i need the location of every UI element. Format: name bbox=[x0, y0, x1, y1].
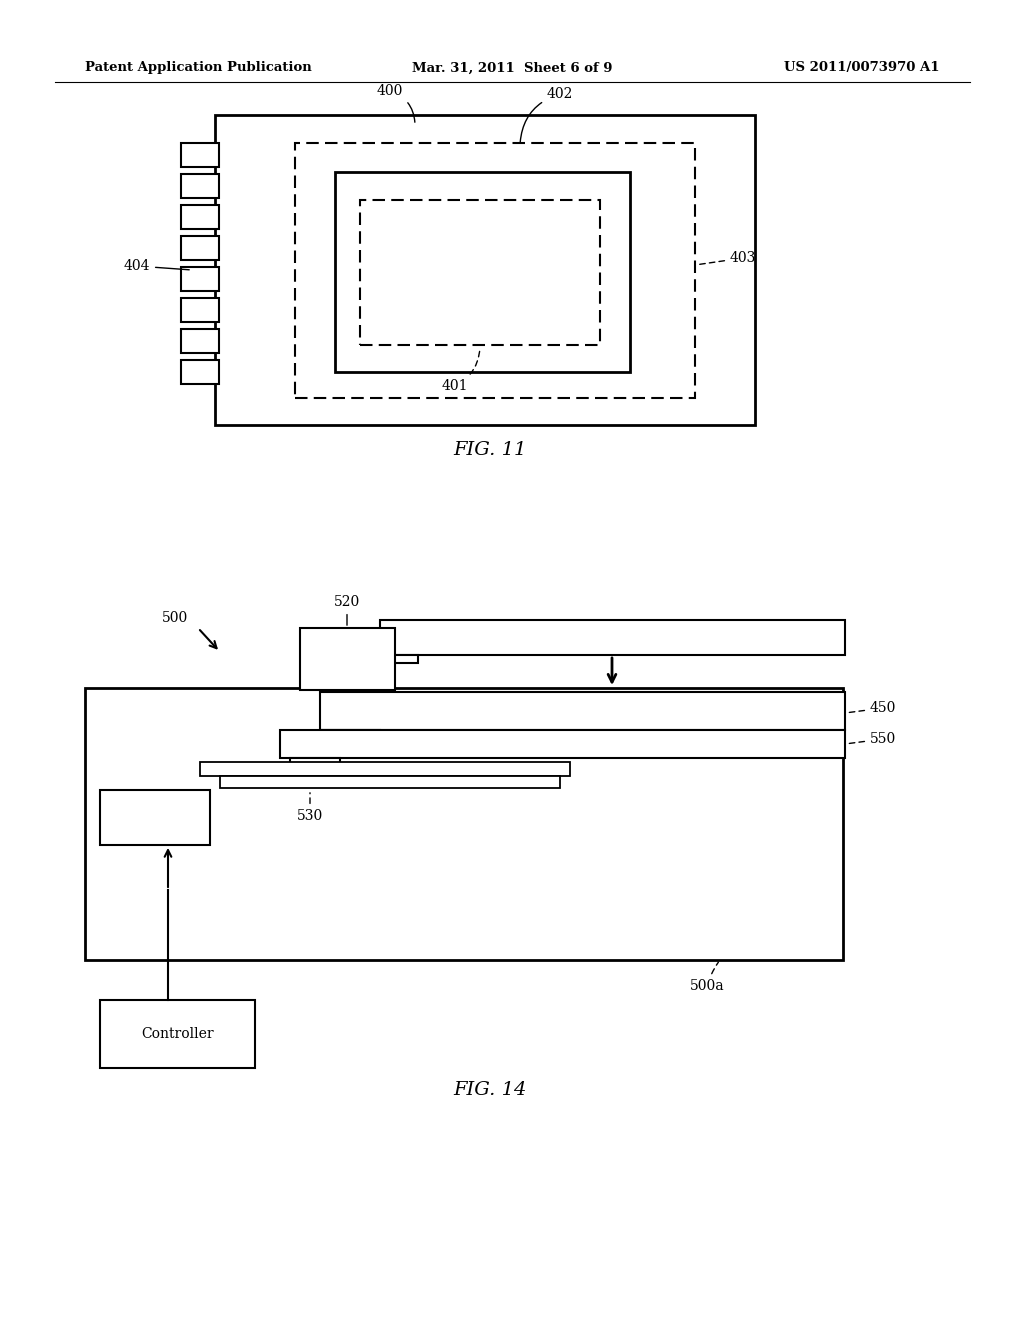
Bar bbox=[330, 741, 380, 748]
Bar bbox=[181, 143, 219, 168]
Bar bbox=[360, 201, 600, 345]
Text: Patent Application Publication: Patent Application Publication bbox=[85, 62, 311, 74]
Bar bbox=[85, 688, 843, 960]
Text: 402: 402 bbox=[520, 87, 573, 143]
Text: FIG. 11: FIG. 11 bbox=[454, 441, 526, 459]
Bar bbox=[181, 267, 219, 290]
Bar bbox=[295, 143, 695, 399]
Bar bbox=[220, 776, 560, 788]
Bar bbox=[181, 329, 219, 352]
Bar bbox=[380, 620, 845, 655]
Text: 500a: 500a bbox=[690, 962, 725, 993]
Text: 400: 400 bbox=[377, 84, 415, 123]
Text: 500: 500 bbox=[162, 611, 188, 624]
Bar bbox=[319, 730, 380, 741]
Text: 401: 401 bbox=[441, 347, 480, 393]
Text: Mar. 31, 2011  Sheet 6 of 9: Mar. 31, 2011 Sheet 6 of 9 bbox=[412, 62, 612, 74]
Text: 550: 550 bbox=[848, 733, 896, 746]
Bar bbox=[380, 655, 418, 663]
Bar bbox=[280, 730, 845, 758]
Text: US 2011/0073970 A1: US 2011/0073970 A1 bbox=[784, 62, 940, 74]
Text: 403: 403 bbox=[697, 251, 757, 265]
Bar bbox=[181, 298, 219, 322]
Bar bbox=[181, 360, 219, 384]
Text: 530: 530 bbox=[297, 793, 324, 822]
Text: FIG. 14: FIG. 14 bbox=[454, 1081, 526, 1100]
Text: 450: 450 bbox=[848, 701, 896, 715]
Bar bbox=[290, 758, 340, 768]
Bar bbox=[181, 205, 219, 228]
Bar bbox=[181, 236, 219, 260]
Bar bbox=[181, 174, 219, 198]
Bar bbox=[319, 692, 845, 730]
Bar bbox=[215, 115, 755, 425]
Bar bbox=[100, 789, 210, 845]
Bar bbox=[200, 762, 570, 776]
Text: 520: 520 bbox=[334, 595, 360, 626]
Bar bbox=[335, 172, 630, 372]
Bar bbox=[300, 768, 340, 776]
Bar bbox=[100, 1001, 255, 1068]
Text: 404: 404 bbox=[124, 259, 189, 273]
Text: Controller: Controller bbox=[141, 1027, 214, 1041]
Bar bbox=[300, 628, 395, 690]
